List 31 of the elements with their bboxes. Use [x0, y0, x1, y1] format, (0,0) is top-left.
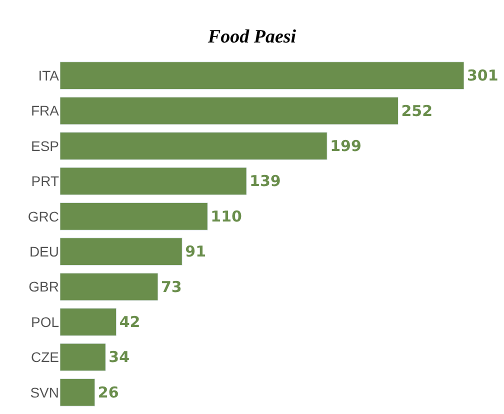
- y-tick-label: PRT: [31, 173, 60, 190]
- y-tick-label: FRA: [31, 102, 60, 119]
- bar: [60, 132, 328, 160]
- data-label: 34: [108, 348, 130, 366]
- bar: [60, 378, 96, 406]
- y-tick-label: ITA: [38, 68, 60, 84]
- bar: [60, 272, 158, 301]
- y-tick-label: DEU: [29, 244, 59, 260]
- y-tick-label: CZE: [31, 349, 59, 366]
- bar: [60, 167, 247, 196]
- data-label: 252: [401, 102, 433, 120]
- y-tick-label: POL: [30, 314, 60, 330]
- bar: [60, 238, 182, 266]
- data-label: 26: [98, 383, 119, 402]
- chart-title: Food Paesi: [206, 26, 297, 48]
- bar: [60, 96, 398, 125]
- data-label: 73: [160, 278, 182, 296]
- data-label: 301: [467, 66, 498, 85]
- y-tick-label: GRC: [28, 208, 59, 224]
- data-label: 42: [119, 313, 140, 331]
- data-label: 91: [185, 242, 206, 261]
- y-tick-label: SVN: [30, 384, 59, 400]
- data-label: 110: [210, 207, 242, 226]
- y-tick-label: ESP: [30, 138, 59, 154]
- bar: [60, 62, 464, 90]
- bar: [60, 308, 117, 336]
- data-label: 199: [330, 137, 362, 155]
- y-tick-label: GBR: [28, 278, 59, 295]
- bar: [60, 202, 208, 230]
- data-label: 139: [250, 172, 281, 190]
- bar: [60, 343, 106, 372]
